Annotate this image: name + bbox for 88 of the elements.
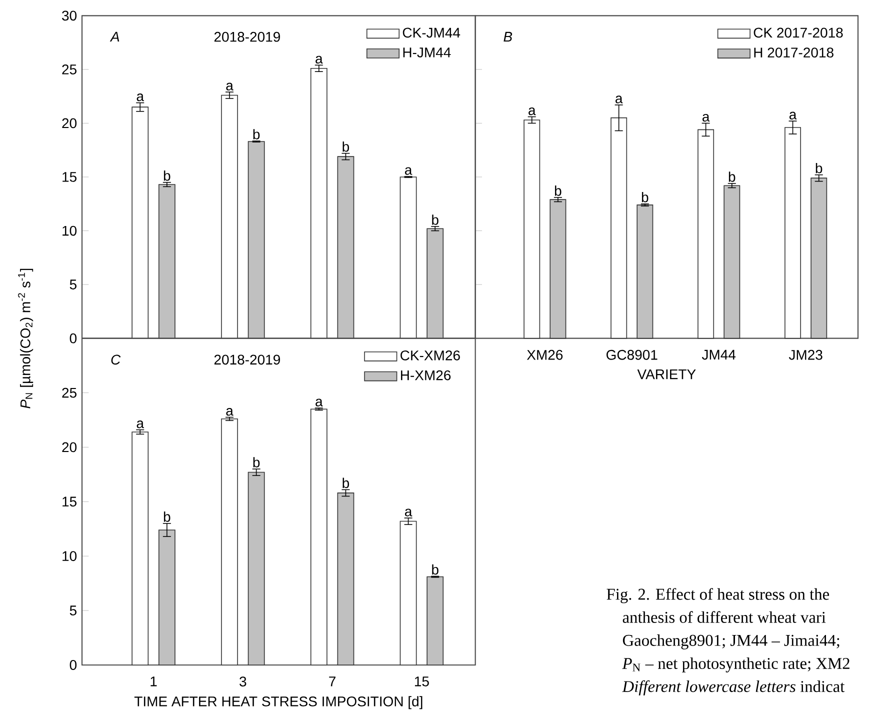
x-tick-label: 7 bbox=[329, 676, 336, 686]
legend-label: H-XM26 bbox=[400, 370, 451, 380]
data-label: b bbox=[342, 141, 350, 152]
bar bbox=[221, 418, 238, 666]
annotation: A bbox=[110, 32, 120, 42]
y-tick-label: 0 bbox=[70, 333, 77, 344]
data-label: a bbox=[316, 398, 323, 406]
x-tick-label: 15 bbox=[414, 676, 429, 686]
bar bbox=[784, 127, 801, 339]
x-tick-label: 3 bbox=[240, 676, 246, 687]
data-label: b bbox=[164, 512, 170, 522]
bar bbox=[550, 199, 566, 339]
x-tick-label: JM23 bbox=[788, 350, 822, 360]
y-tick-label: 10 bbox=[62, 226, 77, 236]
x-tick-label: JM44 bbox=[702, 350, 736, 360]
bar bbox=[248, 141, 265, 339]
text: P$_{N}$ [µmol(CO$_{2}$) m$^{-2}$ s$^{-1}$] bbox=[18, 268, 34, 408]
bar bbox=[158, 530, 176, 666]
bar bbox=[158, 184, 176, 339]
data-label: a bbox=[404, 508, 412, 516]
data-label: a bbox=[404, 167, 412, 175]
legend-label: H 2017-2018 bbox=[754, 48, 834, 58]
annotation: 2018-2019 bbox=[214, 354, 280, 365]
y-tick-label: 10 bbox=[62, 551, 77, 562]
legend-label: CK-JM44 bbox=[402, 28, 460, 38]
caption: Fig. 2. Effect of heat stress on the bbox=[606, 588, 830, 604]
bar bbox=[610, 117, 628, 339]
data-label: b bbox=[432, 564, 438, 575]
bar bbox=[132, 106, 149, 339]
x-tick-label: 1 bbox=[150, 676, 157, 686]
bar bbox=[810, 178, 828, 339]
bar bbox=[310, 68, 328, 339]
text: Gaocheng8901; JM44 – Jimai44; bbox=[622, 634, 840, 650]
data-label: b bbox=[253, 129, 260, 140]
y-tick-label: 25 bbox=[62, 64, 76, 74]
data-label: a bbox=[136, 94, 144, 102]
annotation: C bbox=[111, 354, 121, 365]
y-tick-label: 0 bbox=[70, 660, 77, 670]
legend-label: CK-XM26 bbox=[400, 350, 460, 360]
data-label: a bbox=[528, 107, 536, 116]
bar bbox=[310, 408, 328, 666]
data-label: a bbox=[226, 82, 234, 90]
x-axis-title: VARIETY bbox=[637, 369, 696, 380]
data-label: b bbox=[253, 457, 260, 468]
legend-label: CK 2017-2018 bbox=[754, 28, 843, 38]
data-label: a bbox=[616, 96, 623, 104]
y-tick-label: 5 bbox=[70, 606, 76, 616]
bar bbox=[400, 176, 417, 339]
bar bbox=[337, 492, 354, 666]
bar bbox=[426, 228, 444, 339]
bar bbox=[426, 576, 444, 666]
data-label: b bbox=[164, 170, 170, 181]
bar bbox=[248, 472, 265, 666]
x-axis-title: TIME AFTER HEAT STRESS IMPOSITION [d] bbox=[134, 696, 422, 710]
y-tick-label: 30 bbox=[62, 10, 77, 21]
x-tick-label: GC8901 bbox=[606, 350, 658, 360]
bar bbox=[132, 432, 149, 666]
legend-label: H-JM44 bbox=[403, 48, 451, 58]
annotation: 2018-2019 bbox=[214, 32, 280, 42]
y-tick-label: 20 bbox=[62, 442, 77, 452]
text: anthesis of different wheat vari bbox=[622, 611, 826, 623]
bar bbox=[524, 120, 540, 339]
data-label: b bbox=[342, 478, 350, 488]
bar bbox=[221, 94, 238, 339]
text: P$_{N}$ – net photosynthetic rate; XM2 bbox=[622, 657, 850, 672]
y-tick-label: 25 bbox=[62, 388, 76, 398]
y-tick-label: 20 bbox=[62, 118, 77, 128]
bar bbox=[724, 185, 740, 339]
bar bbox=[337, 156, 354, 339]
data-label: b bbox=[554, 186, 562, 196]
y-tick-label: 5 bbox=[70, 280, 76, 290]
x-tick-label: XM26 bbox=[526, 350, 563, 360]
text: Different lowercase letters indicat bbox=[622, 680, 845, 696]
data-label: a bbox=[136, 420, 144, 428]
data-label: a bbox=[316, 56, 323, 64]
data-label: a bbox=[226, 408, 234, 416]
data-label: b bbox=[432, 214, 438, 225]
annotation: B bbox=[504, 32, 512, 42]
data-label: a bbox=[702, 114, 710, 122]
bar bbox=[400, 520, 417, 666]
data-label: b bbox=[642, 192, 648, 202]
data-label: b bbox=[728, 172, 736, 182]
data-label: a bbox=[789, 112, 797, 120]
y-tick-label: 15 bbox=[62, 172, 76, 182]
y-tick-label: 15 bbox=[62, 496, 76, 507]
bar bbox=[698, 129, 714, 339]
bar bbox=[636, 204, 654, 339]
data-label: b bbox=[816, 162, 822, 174]
